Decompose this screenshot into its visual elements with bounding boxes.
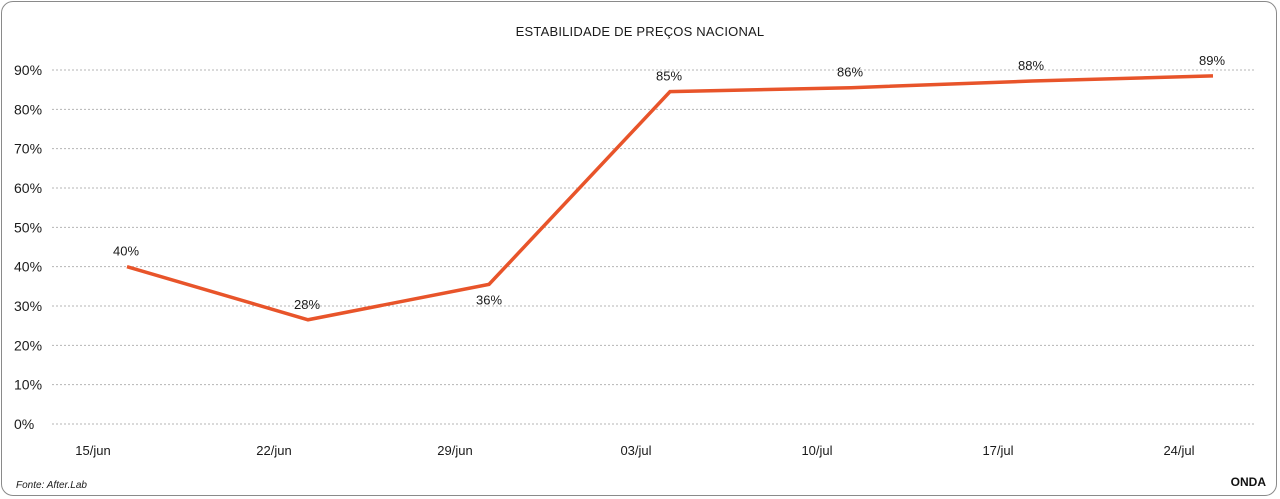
y-tick-label: 90% (14, 62, 42, 78)
data-label: 85% (656, 69, 682, 84)
series-line (126, 74, 1214, 322)
x-tick-label: 29/jun (437, 443, 472, 458)
x-tick-label: 17/jul (982, 443, 1013, 458)
data-labels: 40% 28% 36% 85% 86% 88% 89% (113, 53, 1225, 312)
y-tick-label: 0% (14, 416, 34, 432)
data-label: 40% (113, 244, 139, 259)
y-tick-label: 20% (14, 337, 42, 353)
data-label: 88% (1018, 58, 1044, 73)
data-label: 28% (294, 297, 320, 312)
x-tick-label: 24/jul (1163, 443, 1194, 458)
source-note: Fonte: After.Lab (16, 480, 87, 491)
y-tick-label: 70% (14, 141, 42, 157)
grid-lines (52, 69, 1256, 425)
x-tick-label: 03/jul (620, 443, 651, 458)
y-tick-label: 30% (14, 298, 42, 314)
data-label: 89% (1199, 53, 1225, 68)
series-line-layer (126, 74, 1214, 322)
y-tick-label: 40% (14, 259, 42, 275)
data-label: 36% (476, 292, 502, 307)
y-tick-label: 80% (14, 101, 42, 117)
brand-logo: ONDA (1231, 475, 1267, 489)
x-tick-label: 22/jun (256, 443, 291, 458)
y-axis-ticks: 0% 10% 20% 30% 40% 50% 60% 70% 80% 90% (14, 62, 42, 432)
chart-title: ESTABILIDADE DE PREÇOS NACIONAL (516, 24, 765, 39)
data-label: 86% (837, 65, 863, 80)
x-axis-ticks: 15/jun 22/jun 29/jun 03/jul 10/jul 17/jul 24/j… (75, 443, 1194, 458)
x-tick-label: 15/jun (75, 443, 110, 458)
y-tick-label: 50% (14, 219, 42, 235)
x-tick-label: 10/jul (801, 443, 832, 458)
y-tick-label: 60% (14, 180, 42, 196)
y-tick-label: 10% (14, 377, 42, 393)
